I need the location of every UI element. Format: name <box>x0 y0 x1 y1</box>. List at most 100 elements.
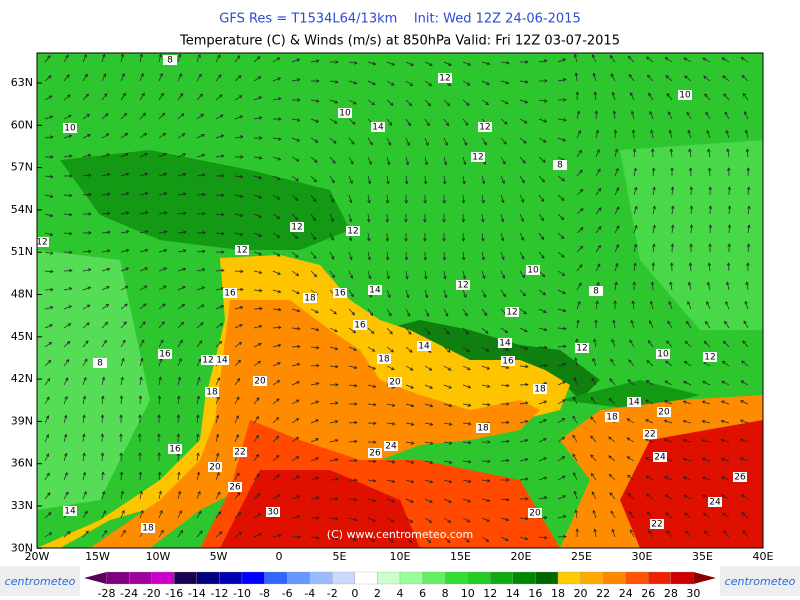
wind-arrow <box>101 286 110 291</box>
watermark: (C) www.centrometeo.com <box>327 528 473 541</box>
wind-arrow <box>82 286 92 291</box>
wind-arrow <box>63 471 68 481</box>
wind-arrow <box>500 99 509 105</box>
wind-arrow <box>157 471 162 481</box>
scale-label: 24 <box>619 587 633 600</box>
wind-arrow <box>443 536 451 543</box>
wind-arrow <box>627 493 635 500</box>
wind-arrow <box>538 79 548 83</box>
wind-arrow <box>726 148 730 158</box>
wind-arrow <box>669 148 674 158</box>
wind-arrow <box>44 342 53 348</box>
wind-arrow <box>462 536 470 543</box>
wind-arrow <box>664 494 673 500</box>
contour-label-box <box>333 288 347 298</box>
wind-arrow <box>291 232 299 240</box>
wind-arrow <box>120 490 124 500</box>
wind-arrow <box>215 74 222 82</box>
wind-arrow <box>682 438 692 443</box>
wind-arrow <box>234 194 244 198</box>
wind-arrow <box>44 396 50 405</box>
wind-arrow <box>157 414 161 424</box>
wind-arrow <box>500 194 505 204</box>
contour-label: 18 <box>206 388 218 398</box>
wind-arrow <box>177 286 186 291</box>
scale-swatch <box>219 571 243 585</box>
contour-label: 12 <box>479 123 490 133</box>
wind-arrow <box>386 327 393 335</box>
wind-arrow <box>63 231 73 236</box>
wind-arrow <box>723 530 730 538</box>
wind-arrow <box>701 438 711 443</box>
scale-swatch <box>557 571 581 585</box>
lat-label: 48N <box>11 288 33 301</box>
wind-arrow <box>234 155 244 159</box>
wind-arrow <box>348 346 357 351</box>
wind-arrow <box>727 224 732 234</box>
wind-arrow <box>462 61 472 66</box>
wind-arrow <box>272 251 281 257</box>
wind-arrow <box>101 192 111 196</box>
wind-arrow <box>158 112 166 120</box>
wind-arrow <box>500 327 509 333</box>
wind-arrow <box>424 460 434 464</box>
wind-arrow <box>630 319 635 329</box>
scale-label: -20 <box>143 587 161 600</box>
wind-arrow <box>706 129 711 139</box>
wind-arrow <box>462 137 468 146</box>
wind-arrow <box>329 517 339 521</box>
wind-arrow <box>82 414 86 424</box>
wind-arrow <box>139 248 149 253</box>
wind-arrow <box>500 80 510 85</box>
contour-label: 16 <box>354 321 366 331</box>
wind-arrow <box>158 376 162 386</box>
wind-arrow <box>63 114 72 120</box>
wind-arrow <box>519 289 526 297</box>
wind-arrow <box>291 495 301 500</box>
contour-label: 22 <box>234 448 245 458</box>
wind-arrow <box>291 270 300 277</box>
wind-arrow <box>253 96 263 101</box>
wind-arrow <box>253 194 263 199</box>
wind-arrow <box>538 251 545 259</box>
wind-arrow <box>272 307 282 312</box>
wind-arrow <box>386 175 390 185</box>
wind-arrow <box>44 434 49 443</box>
wind-arrow <box>329 251 335 260</box>
wind-arrow <box>63 250 73 254</box>
wind-arrow <box>291 175 299 182</box>
wind-arrow <box>367 517 376 522</box>
wind-arrow <box>63 433 68 443</box>
wind-arrow <box>234 341 243 348</box>
lon-label: 0 <box>276 550 283 563</box>
wind-arrow <box>253 324 263 329</box>
contour-label-box <box>533 384 547 394</box>
wind-arrow <box>367 536 376 542</box>
wind-arrow <box>82 510 88 519</box>
wind-arrow <box>481 194 485 204</box>
wind-arrow <box>481 270 486 280</box>
wind-arrow <box>481 517 490 522</box>
wind-arrow <box>723 93 730 101</box>
wind-arrow <box>591 491 597 500</box>
scale-label: -12 <box>210 587 228 600</box>
scale-label: 4 <box>397 587 404 600</box>
wind-arrow <box>629 339 635 348</box>
contour-label: 10 <box>527 266 539 276</box>
wind-arrow <box>405 498 414 503</box>
scale-label: 10 <box>461 587 475 600</box>
wind-arrow <box>519 270 526 279</box>
wind-arrow <box>651 148 655 158</box>
wind-arrow <box>651 167 656 177</box>
wind-arrow <box>740 380 749 386</box>
wind-arrow <box>44 251 54 255</box>
wind-arrow <box>424 479 434 484</box>
wind-arrow <box>609 492 616 500</box>
wind-arrow <box>443 403 453 408</box>
wind-arrow <box>424 99 432 107</box>
wind-arrow <box>481 440 491 444</box>
wind-arrow <box>670 186 675 196</box>
color-scale: -28 -24 -20 -16 -14 -12 -10 -8 -6 -4 -2 0 2 4 6 8 10 12 14… <box>84 571 716 600</box>
wind-arrow <box>367 402 377 407</box>
wind-arrow <box>538 59 548 63</box>
